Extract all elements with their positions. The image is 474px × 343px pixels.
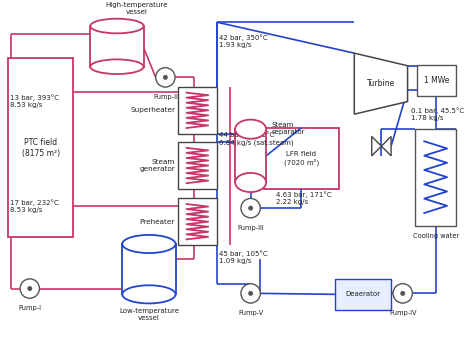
Circle shape bbox=[393, 284, 412, 303]
Circle shape bbox=[249, 206, 252, 210]
Text: Pump-I: Pump-I bbox=[18, 305, 41, 311]
Text: Steam
generator: Steam generator bbox=[139, 159, 175, 172]
Text: 42 bar, 350°C
1.93 kg/s: 42 bar, 350°C 1.93 kg/s bbox=[219, 35, 267, 48]
Text: 44 bar, 256.1°C
0.84 kg/s (sat.steam): 44 bar, 256.1°C 0.84 kg/s (sat.steam) bbox=[219, 131, 293, 145]
Circle shape bbox=[401, 292, 404, 295]
Text: Pump-V: Pump-V bbox=[238, 310, 263, 316]
Ellipse shape bbox=[235, 120, 266, 139]
Text: High-temperature
vessel: High-temperature vessel bbox=[105, 2, 167, 15]
Text: Steam
separator: Steam separator bbox=[272, 122, 305, 135]
Text: Deaerator: Deaerator bbox=[346, 291, 381, 297]
Text: Pump-II: Pump-II bbox=[153, 94, 178, 100]
Ellipse shape bbox=[122, 285, 175, 304]
Ellipse shape bbox=[91, 59, 144, 74]
Polygon shape bbox=[382, 137, 391, 156]
Ellipse shape bbox=[91, 19, 144, 33]
Text: 13 bar, 393°C
8.53 kg/s: 13 bar, 393°C 8.53 kg/s bbox=[10, 95, 59, 108]
Bar bbox=[91, 26, 144, 67]
Bar bbox=[235, 129, 266, 182]
Text: Superheater: Superheater bbox=[130, 107, 175, 113]
Text: 4.63 bar, 171°C
2.22 kg/s: 4.63 bar, 171°C 2.22 kg/s bbox=[276, 192, 331, 205]
Circle shape bbox=[241, 284, 260, 303]
Bar bbox=[264, 128, 339, 189]
Circle shape bbox=[164, 75, 167, 79]
Bar bbox=[122, 244, 175, 294]
Text: LFR field
(7020 m²): LFR field (7020 m²) bbox=[284, 151, 319, 166]
Text: Pump-IV: Pump-IV bbox=[389, 310, 417, 316]
Bar bbox=[178, 142, 217, 189]
Text: Cooling water: Cooling water bbox=[412, 233, 459, 239]
Bar bbox=[178, 87, 217, 133]
Polygon shape bbox=[354, 53, 408, 114]
Bar bbox=[417, 65, 456, 96]
Ellipse shape bbox=[122, 235, 175, 253]
Ellipse shape bbox=[235, 173, 266, 192]
Bar bbox=[415, 129, 456, 226]
Circle shape bbox=[241, 199, 260, 218]
Text: Preheater: Preheater bbox=[140, 219, 175, 225]
Text: Low-temperature
vessel: Low-temperature vessel bbox=[119, 308, 179, 321]
Text: Pump-III: Pump-III bbox=[237, 225, 264, 230]
Polygon shape bbox=[372, 137, 382, 156]
Bar bbox=[335, 279, 391, 310]
Bar bbox=[9, 58, 73, 237]
Circle shape bbox=[249, 292, 252, 295]
Circle shape bbox=[28, 287, 31, 290]
Circle shape bbox=[20, 279, 39, 298]
Text: Turbine: Turbine bbox=[367, 79, 395, 88]
Circle shape bbox=[155, 68, 175, 87]
Text: 0.1 bar, 45.5°C
1.78 kg/s: 0.1 bar, 45.5°C 1.78 kg/s bbox=[411, 107, 465, 121]
Text: 45 bar, 105°C
1.09 kg/s: 45 bar, 105°C 1.09 kg/s bbox=[219, 251, 267, 264]
Bar bbox=[178, 199, 217, 245]
Text: 17 bar, 232°C
8.53 kg/s: 17 bar, 232°C 8.53 kg/s bbox=[10, 199, 59, 213]
Text: PTC field
(8175 m²): PTC field (8175 m²) bbox=[22, 138, 60, 158]
Text: 1 MWe: 1 MWe bbox=[424, 76, 449, 85]
